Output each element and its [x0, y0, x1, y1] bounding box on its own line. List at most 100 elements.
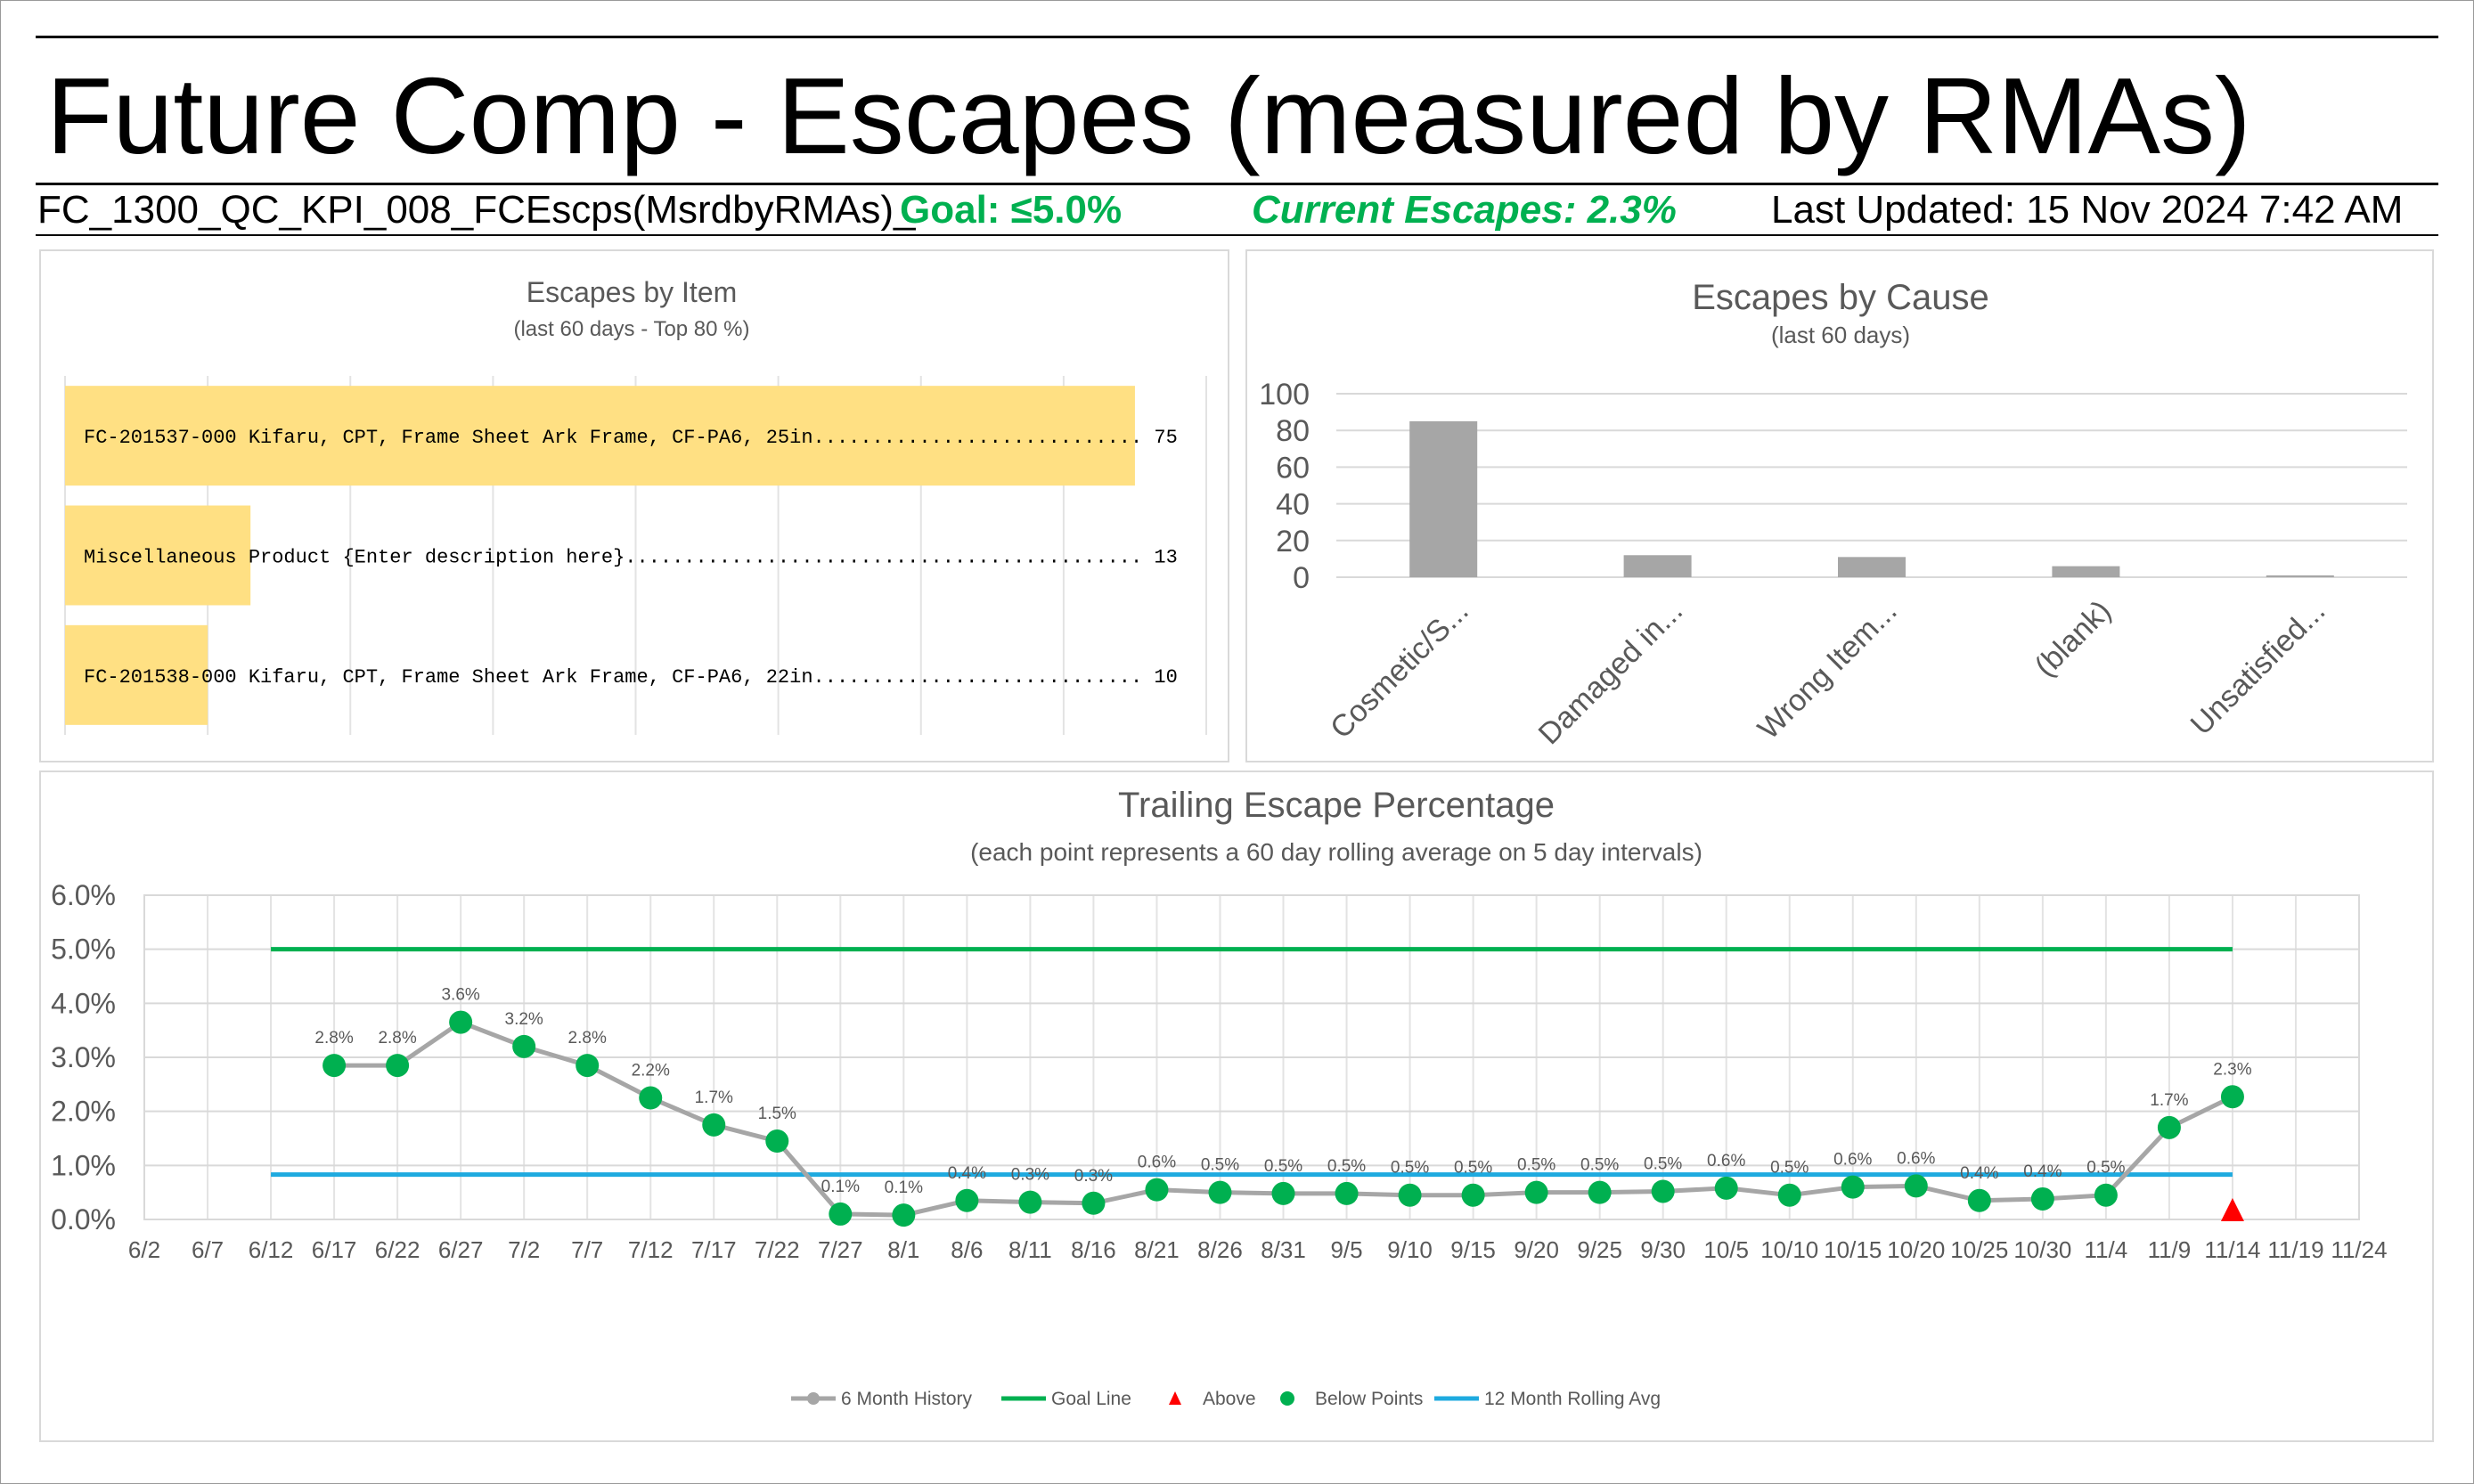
below-point	[829, 1202, 853, 1226]
chart-subtitle: (each point represents a 60 day rolling …	[970, 838, 1702, 866]
bar	[65, 386, 1135, 486]
data-label: 0.1%	[885, 1178, 923, 1197]
below-point	[639, 1086, 663, 1110]
x-tick-label: (blank)	[2029, 594, 2118, 683]
x-tick-label: 8/6	[951, 1236, 983, 1263]
data-label: 0.5%	[1580, 1156, 1619, 1175]
x-tick-label: 9/30	[1640, 1236, 1686, 1263]
escapes-by-cause-chart: Escapes by Cause (last 60 days) 02040608…	[1259, 278, 2407, 752]
data-label: 3.6%	[441, 986, 479, 1005]
below-point	[323, 1054, 347, 1078]
legend-label: Below Points	[1315, 1389, 1423, 1409]
chart-subtitle: (last 60 days)	[1771, 322, 1910, 348]
below-point	[512, 1034, 536, 1058]
header-top-rule	[36, 183, 2438, 185]
below-point	[1588, 1180, 1612, 1204]
top-rule	[36, 36, 2438, 38]
data-label: 0.5%	[1517, 1156, 1555, 1175]
goal-label: Goal: ≤5.0%	[900, 188, 1123, 232]
x-tick-label: 7/12	[628, 1236, 674, 1263]
below-point	[1082, 1191, 1106, 1215]
below-point	[1335, 1181, 1359, 1205]
escapes-by-cause-panel: Escapes by Cause (last 60 days) 0 20 40 60 8…	[1245, 249, 2434, 762]
above-marker	[2220, 1198, 2244, 1221]
x-tick-label: 9/20	[1514, 1236, 1559, 1263]
bar-label: FC-201538-000 Kifaru, CPT, Frame Sheet A…	[84, 666, 1178, 689]
below-point	[1904, 1174, 1928, 1198]
below-point	[1398, 1183, 1422, 1207]
data-label: 0.4%	[2023, 1162, 2062, 1181]
legend-label: 12 Month Rolling Avg	[1484, 1389, 1661, 1409]
x-tick-label: 8/21	[1134, 1236, 1180, 1263]
legend-swatch	[807, 1392, 820, 1405]
escapes-by-item-panel: Escapes by Item (last 60 days - Top 80 %…	[39, 249, 1229, 762]
x-tick-label: 11/4	[2085, 1236, 2128, 1263]
below-point	[1145, 1178, 1169, 1202]
x-tick-label: 10/30	[2013, 1236, 2071, 1263]
data-label: 0.5%	[1770, 1159, 1809, 1178]
below-point	[1777, 1183, 1801, 1207]
bar	[65, 624, 208, 725]
data-label: 0.4%	[948, 1164, 986, 1183]
x-tick-label: 9/5	[1330, 1236, 1362, 1263]
x-tick-label: 8/31	[1261, 1236, 1306, 1263]
legend-label: Above	[1203, 1389, 1256, 1409]
escapes-by-item-chart: Escapes by Item (last 60 days - Top 80 %…	[64, 276, 1207, 735]
trailing-escape-chart: Trailing Escape Percentage (each point r…	[51, 786, 2388, 1409]
bar-label: Miscellaneous Product {Enter description…	[84, 547, 1178, 569]
x-tick-label: 6/7	[192, 1236, 224, 1263]
y-tick-label: 40	[1276, 488, 1310, 522]
x-tick-label: 11/19	[2267, 1236, 2323, 1263]
legend-swatch	[1280, 1391, 1294, 1406]
bar	[1623, 555, 1692, 577]
legend-label: 6 Month History	[841, 1389, 973, 1409]
x-tick-label: 10/5	[1703, 1236, 1749, 1263]
last-updated-label: Last Updated: 15 Nov 2024 7:42 AM	[1771, 188, 2404, 232]
current-escapes-label: Current Escapes: 2.3%	[1252, 188, 1677, 232]
y-tick-label: 4.0%	[51, 987, 116, 1019]
below-point	[386, 1054, 410, 1078]
data-label: 2.3%	[2213, 1060, 2251, 1079]
below-point	[1461, 1183, 1485, 1207]
data-label: 1.7%	[2150, 1091, 2188, 1110]
bar	[1838, 557, 1906, 577]
x-tick-label: 8/16	[1071, 1236, 1116, 1263]
data-label: 2.8%	[378, 1029, 416, 1048]
report-id: FC_1300_QC_KPI_008_FCEscps(MsrdbyRMAs)_	[37, 188, 916, 232]
data-label: 0.5%	[1264, 1157, 1302, 1176]
data-label: 1.5%	[758, 1105, 796, 1123]
x-tick-label: 6/17	[312, 1236, 357, 1263]
x-tick-label: 9/15	[1450, 1236, 1496, 1263]
x-tick-label: Cosmetic/S...	[1324, 594, 1475, 746]
bar	[1409, 420, 1478, 577]
below-point	[1018, 1190, 1042, 1214]
data-label: 0.6%	[1138, 1154, 1176, 1172]
below-point	[955, 1188, 979, 1212]
x-tick-label: 9/25	[1577, 1236, 1622, 1263]
x-tick-label: 10/15	[1824, 1236, 1882, 1263]
data-label: 3.2%	[505, 1010, 543, 1029]
data-label: 0.3%	[1011, 1166, 1049, 1185]
x-tick-label: 10/25	[1950, 1236, 2008, 1263]
below-point	[2030, 1186, 2054, 1211]
x-tick-label: Damaged in...	[1532, 594, 1690, 752]
bar-label: FC-201537-000 Kifaru, CPT, Frame Sheet A…	[84, 427, 1178, 449]
below-point	[702, 1113, 726, 1137]
below-point	[1841, 1175, 1865, 1199]
y-tick-label: 6.0%	[51, 879, 116, 911]
chart-subtitle: (last 60 days - Top 80 %)	[513, 317, 749, 341]
below-point	[2157, 1115, 2181, 1139]
plot-area	[143, 894, 2360, 1220]
data-label: 0.5%	[1391, 1159, 1429, 1178]
y-tick-label: 20	[1276, 525, 1310, 559]
bar	[2052, 566, 2120, 577]
data-label: 0.4%	[1960, 1164, 1998, 1183]
below-point	[1524, 1180, 1548, 1204]
data-label: 0.3%	[1074, 1167, 1113, 1186]
x-tick-label: 6/22	[375, 1236, 420, 1263]
data-label: 2.2%	[632, 1062, 670, 1080]
below-point	[2094, 1183, 2118, 1207]
below-point	[765, 1129, 789, 1154]
x-tick-label: 10/20	[1887, 1236, 1945, 1263]
y-tick-label: 0	[1293, 561, 1310, 595]
